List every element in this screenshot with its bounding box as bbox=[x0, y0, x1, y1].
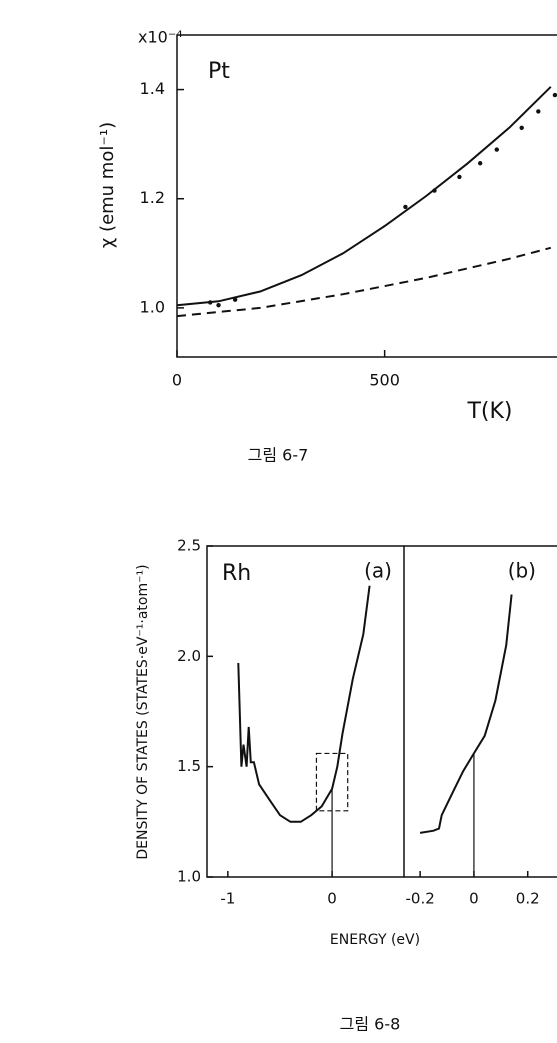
axis bbox=[206, 545, 404, 878]
line bbox=[176, 246, 552, 318]
y-multiplier: x10⁻⁴ bbox=[138, 28, 183, 47]
y-tick-label: 2.0 bbox=[177, 647, 201, 665]
data-point bbox=[403, 204, 408, 210]
caption: 그림 6-7 bbox=[248, 446, 309, 465]
data-point bbox=[208, 300, 213, 305]
data-point bbox=[477, 161, 483, 166]
y-tick-label: 1.2 bbox=[140, 188, 165, 207]
axis bbox=[176, 34, 557, 358]
data-point bbox=[519, 125, 524, 130]
y-tick-label: 1.5 bbox=[177, 757, 201, 775]
x-tick-label: 0.2 bbox=[516, 890, 540, 908]
y-tick-label: 1.0 bbox=[177, 868, 201, 886]
y-tick-label: 1.4 bbox=[140, 79, 165, 98]
x-tick-label: -0.2 bbox=[405, 890, 434, 908]
x-tick-label: 500 bbox=[369, 371, 400, 390]
x-tick-label: 0 bbox=[327, 890, 337, 908]
data-point bbox=[432, 188, 437, 193]
data-point bbox=[216, 302, 221, 308]
zoom-box bbox=[315, 752, 349, 812]
line bbox=[176, 86, 552, 307]
panel-label: (a) bbox=[364, 559, 392, 583]
line bbox=[419, 594, 513, 834]
annotation: Pt bbox=[208, 59, 230, 84]
x-tick-label: 0 bbox=[469, 890, 479, 908]
data-point bbox=[232, 297, 238, 302]
x-axis-label: ENERGY (eV) bbox=[330, 932, 420, 948]
x-tick-label: -1 bbox=[220, 890, 235, 908]
x-tick-label: 0 bbox=[172, 371, 182, 390]
data-point bbox=[457, 174, 462, 180]
x-axis-label: T(K) bbox=[466, 399, 512, 424]
y-tick-label: 2.5 bbox=[177, 537, 201, 555]
data-point bbox=[552, 92, 557, 98]
data-point bbox=[494, 147, 499, 152]
annotation: Rh bbox=[222, 561, 251, 586]
y-axis-label: χ (emu mol⁻¹) bbox=[97, 122, 118, 248]
panel-label: (b) bbox=[508, 559, 536, 583]
y-axis-label: DENSITY OF STATES (STATES·eV⁻¹·atom⁻¹) bbox=[135, 564, 151, 859]
y-tick-label: 1.0 bbox=[140, 297, 165, 316]
axis bbox=[403, 545, 557, 878]
data-point bbox=[536, 109, 541, 114]
line bbox=[237, 585, 371, 823]
caption: 그림 6-8 bbox=[340, 1015, 401, 1034]
